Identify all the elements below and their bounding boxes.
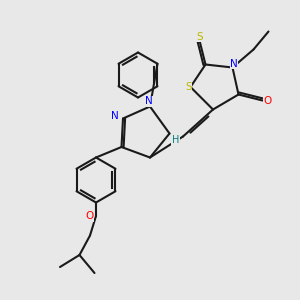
Text: N: N bbox=[230, 59, 238, 69]
Text: H: H bbox=[172, 135, 179, 145]
Text: O: O bbox=[264, 95, 272, 106]
Text: N: N bbox=[111, 111, 119, 121]
Text: S: S bbox=[185, 82, 192, 92]
Text: O: O bbox=[85, 211, 94, 221]
Text: S: S bbox=[196, 32, 203, 42]
Text: N: N bbox=[145, 96, 152, 106]
